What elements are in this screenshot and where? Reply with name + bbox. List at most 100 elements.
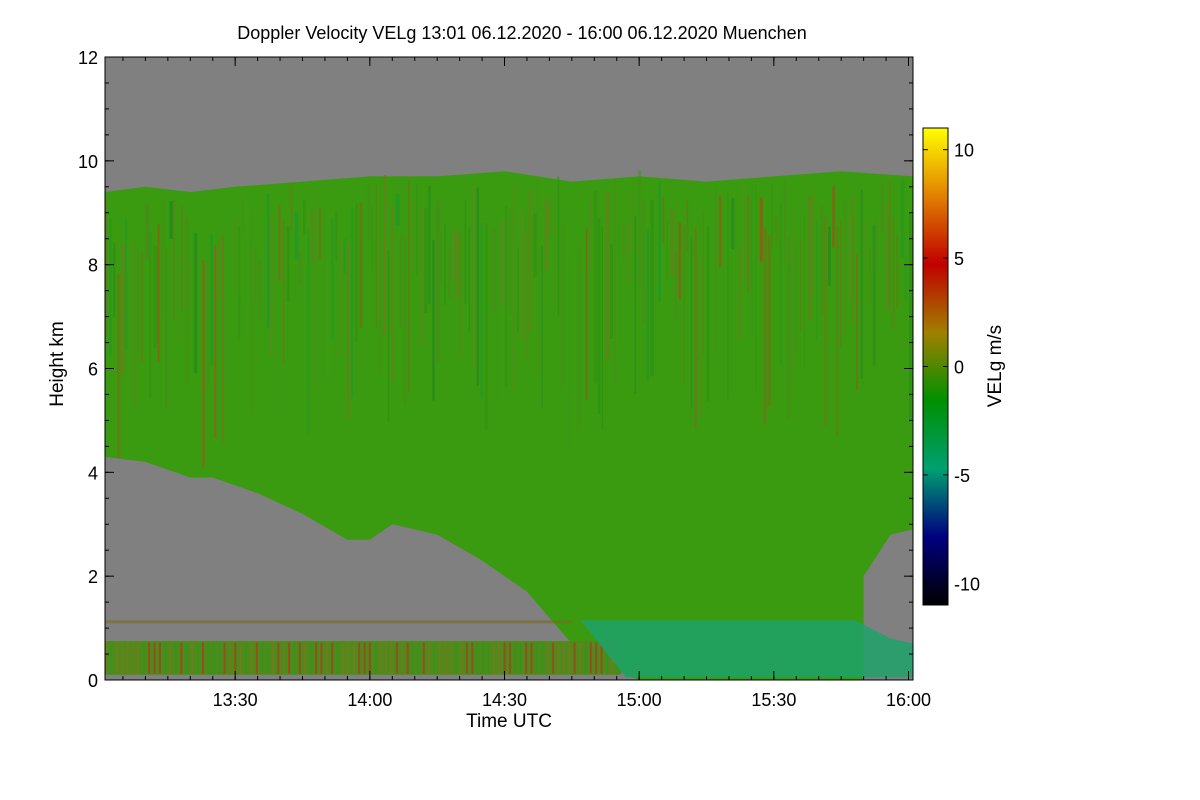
x-tick-label: 15:30 bbox=[751, 690, 796, 710]
boundary-layer-streak bbox=[600, 642, 603, 674]
velocity-streak bbox=[698, 257, 702, 419]
velocity-streak bbox=[743, 180, 745, 283]
velocity-streak bbox=[202, 260, 205, 468]
velocity-streak bbox=[408, 180, 410, 393]
velocity-streak bbox=[177, 256, 179, 342]
boundary-layer-streak bbox=[304, 642, 307, 674]
boundary-layer-streak bbox=[131, 642, 134, 674]
boundary-layer-streak bbox=[509, 642, 511, 674]
velocity-streak bbox=[113, 243, 116, 318]
velocity-streak bbox=[496, 216, 500, 404]
velocity-streak bbox=[541, 245, 543, 408]
boundary-layer-streak bbox=[584, 642, 587, 674]
boundary-layer-streak bbox=[277, 642, 280, 674]
velocity-streak bbox=[153, 245, 157, 349]
velocity-streak bbox=[606, 191, 609, 360]
velocity-streak bbox=[799, 239, 801, 331]
boundary-layer-streak bbox=[218, 642, 221, 674]
velocity-streak bbox=[197, 262, 202, 316]
velocity-streak bbox=[165, 248, 168, 409]
velocity-streak bbox=[860, 189, 863, 379]
velocity-streak bbox=[399, 235, 403, 330]
velocity-streak bbox=[812, 187, 814, 294]
velocity-streak bbox=[355, 203, 358, 342]
velocity-streak bbox=[210, 233, 213, 366]
boundary-layer-streak bbox=[142, 642, 145, 674]
velocity-streak bbox=[630, 193, 633, 252]
velocity-streak bbox=[682, 226, 685, 385]
boundary-layer-streak bbox=[207, 642, 210, 674]
velocity-streak bbox=[686, 200, 689, 252]
velocity-streak bbox=[428, 185, 431, 305]
velocity-streak bbox=[214, 246, 217, 438]
boundary-layer-streak bbox=[261, 642, 264, 674]
boundary-layer-streak bbox=[196, 642, 199, 674]
velocity-streak bbox=[339, 243, 342, 356]
velocity-streak bbox=[129, 214, 131, 414]
velocity-streak bbox=[149, 231, 152, 399]
velocity-streak bbox=[391, 206, 394, 383]
colorbar-label: VELg m/s bbox=[985, 325, 1006, 407]
boundary-layer-streak bbox=[288, 642, 291, 674]
boundary-layer-streak bbox=[121, 642, 124, 674]
boundary-layer-streak bbox=[110, 642, 113, 674]
velocity-streak bbox=[307, 230, 310, 435]
boundary-layer-streak bbox=[105, 642, 107, 674]
velocity-streak bbox=[836, 226, 839, 436]
velocity-streak bbox=[387, 250, 390, 422]
boundary-layer-streak bbox=[272, 642, 274, 674]
velocity-streak bbox=[666, 221, 668, 280]
velocity-streak bbox=[343, 238, 347, 274]
velocity-streak bbox=[525, 231, 527, 361]
boundary-layer-streak bbox=[180, 642, 183, 674]
boundary-layer-streak bbox=[153, 642, 156, 674]
velocity-streak bbox=[662, 198, 665, 242]
velocity-streak bbox=[739, 249, 741, 339]
velocity-streak bbox=[246, 207, 248, 302]
velocity-streak bbox=[731, 198, 735, 250]
velocity-streak bbox=[274, 214, 276, 414]
x-axis-label: Time UTC bbox=[466, 711, 552, 732]
boundary-layer-streak bbox=[164, 642, 167, 674]
velocity-streak bbox=[185, 218, 189, 384]
velocity-streak bbox=[335, 210, 338, 261]
velocity-streak bbox=[589, 198, 592, 271]
boundary-layer-streak bbox=[228, 642, 231, 674]
velocity-streak bbox=[484, 223, 488, 431]
velocity-streak bbox=[711, 183, 714, 382]
velocity-streak bbox=[820, 204, 824, 318]
boundary-layer-streak bbox=[115, 642, 118, 674]
boundary-layer-streak bbox=[412, 642, 414, 674]
velocity-streak bbox=[565, 254, 569, 454]
boundary-layer-streak bbox=[368, 642, 371, 674]
velocity-streak bbox=[444, 223, 446, 305]
velocity-streak bbox=[585, 228, 588, 400]
velocity-streak bbox=[759, 197, 763, 262]
velocity-streak bbox=[803, 216, 806, 367]
boundary-layer-streak bbox=[595, 642, 598, 674]
boundary-layer-echo bbox=[105, 620, 913, 678]
velocity-streak bbox=[787, 236, 790, 420]
velocity-streak bbox=[432, 239, 435, 401]
boundary-layer-streak bbox=[148, 642, 151, 674]
boundary-layer-streak bbox=[374, 642, 377, 674]
y-axis-label: Height km bbox=[47, 321, 68, 407]
boundary-layer-streak bbox=[514, 642, 517, 674]
velocity-streak bbox=[678, 222, 681, 300]
velocity-streak bbox=[226, 215, 229, 382]
velocity-streak bbox=[747, 194, 750, 293]
velocity-streak bbox=[145, 204, 149, 260]
velocity-streak bbox=[303, 199, 306, 234]
velocity-streak bbox=[614, 178, 616, 385]
boundary-layer-streak bbox=[573, 642, 576, 674]
boundary-layer-streak bbox=[347, 642, 350, 674]
velocity-streak bbox=[824, 216, 827, 427]
clutter-line bbox=[105, 620, 572, 624]
velocity-streak bbox=[420, 208, 423, 347]
velocity-streak bbox=[670, 209, 674, 275]
velocity-streak bbox=[424, 208, 428, 313]
boundary-layer-streak bbox=[449, 642, 452, 674]
boundary-layer-streak bbox=[390, 642, 393, 674]
velocity-streak bbox=[751, 185, 753, 337]
velocity-streak bbox=[872, 224, 876, 366]
